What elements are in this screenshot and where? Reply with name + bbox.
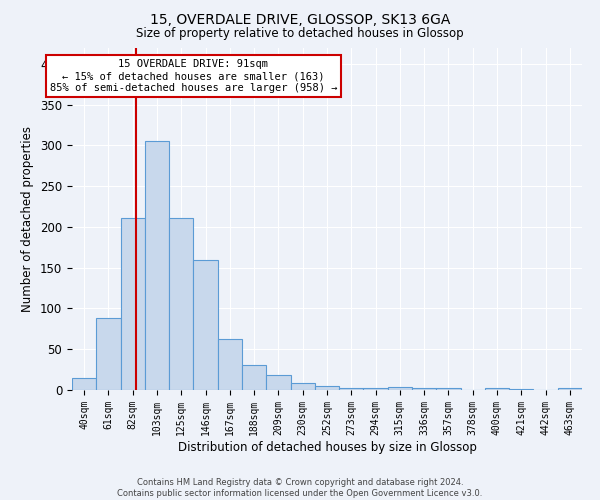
Bar bbox=[266, 376, 290, 390]
Bar bbox=[218, 338, 242, 390]
Text: Contains HM Land Registry data © Crown copyright and database right 2024.
Contai: Contains HM Land Registry data © Crown c… bbox=[118, 478, 482, 498]
Bar bbox=[72, 378, 96, 390]
Bar bbox=[145, 142, 169, 390]
Bar bbox=[290, 382, 315, 390]
Bar bbox=[193, 260, 218, 390]
Bar bbox=[339, 388, 364, 390]
Bar bbox=[315, 386, 339, 390]
X-axis label: Distribution of detached houses by size in Glossop: Distribution of detached houses by size … bbox=[178, 440, 476, 454]
Bar bbox=[364, 388, 388, 390]
Bar bbox=[169, 218, 193, 390]
Bar bbox=[509, 389, 533, 390]
Text: 15, OVERDALE DRIVE, GLOSSOP, SK13 6GA: 15, OVERDALE DRIVE, GLOSSOP, SK13 6GA bbox=[150, 12, 450, 26]
Text: Size of property relative to detached houses in Glossop: Size of property relative to detached ho… bbox=[136, 28, 464, 40]
Text: 15 OVERDALE DRIVE: 91sqm
← 15% of detached houses are smaller (163)
85% of semi-: 15 OVERDALE DRIVE: 91sqm ← 15% of detach… bbox=[50, 60, 337, 92]
Y-axis label: Number of detached properties: Number of detached properties bbox=[22, 126, 34, 312]
Bar bbox=[412, 388, 436, 390]
Bar bbox=[436, 388, 461, 390]
Bar bbox=[121, 218, 145, 390]
Bar bbox=[242, 364, 266, 390]
Bar bbox=[96, 318, 121, 390]
Bar bbox=[485, 388, 509, 390]
Bar bbox=[558, 388, 582, 390]
Bar bbox=[388, 386, 412, 390]
